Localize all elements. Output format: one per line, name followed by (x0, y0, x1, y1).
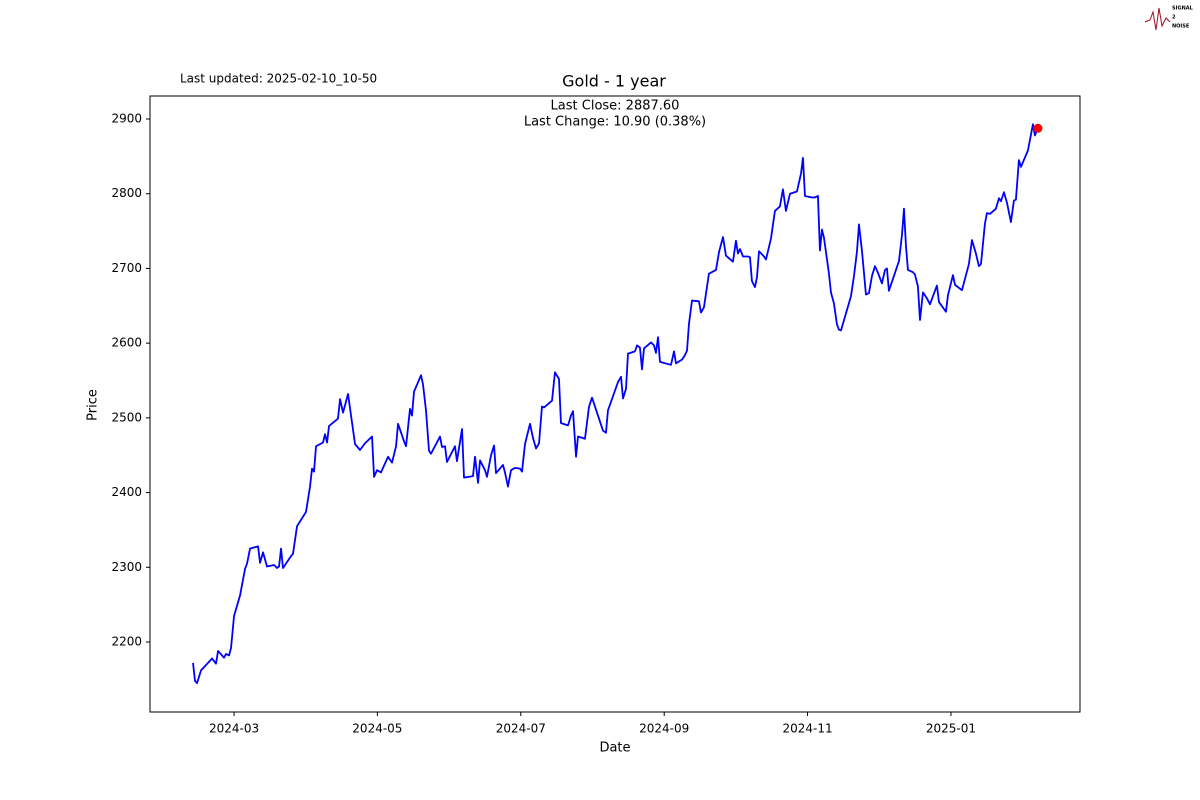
y-tick-label: 2600 (111, 336, 142, 350)
logo-text: SIGNAL (1172, 6, 1194, 12)
y-tick-label: 2700 (111, 261, 142, 275)
annotation: Last Change: 10.90 (0.38%) (524, 115, 706, 130)
logo-text: NOISE (1172, 24, 1190, 30)
x-axis-label: Date (599, 741, 630, 756)
x-tick-label: 2024-05 (352, 722, 402, 736)
y-tick-label: 2500 (111, 410, 142, 424)
y-tick-label: 2400 (111, 485, 142, 499)
chart-title: Gold - 1 year (562, 72, 666, 91)
last-updated: Last updated: 2025-02-10_10-50 (180, 72, 377, 86)
annotation: Last Close: 2887.60 (551, 99, 680, 114)
logo-text: 2 (1172, 15, 1176, 21)
last-point (1033, 123, 1043, 133)
x-tick-label: 2024-07 (496, 722, 546, 736)
x-tick-label: 2024-03 (209, 722, 259, 736)
logo: SIGNAL 2 NOISE (1144, 6, 1194, 31)
y-tick-label: 2800 (111, 186, 142, 200)
x-tick-label: 2024-09 (639, 722, 689, 736)
y-tick-label: 2900 (111, 112, 142, 126)
logo-wave (1144, 7, 1171, 31)
x-tick-label: 2024-11 (782, 722, 832, 736)
y-tick-label: 2300 (111, 560, 142, 574)
y-axis-label: Price (86, 389, 101, 421)
price-line (192, 123, 1039, 684)
y-tick-label: 2200 (111, 634, 142, 648)
x-tick-label: 2025-01 (926, 722, 976, 736)
plot-frame (149, 95, 1081, 713)
